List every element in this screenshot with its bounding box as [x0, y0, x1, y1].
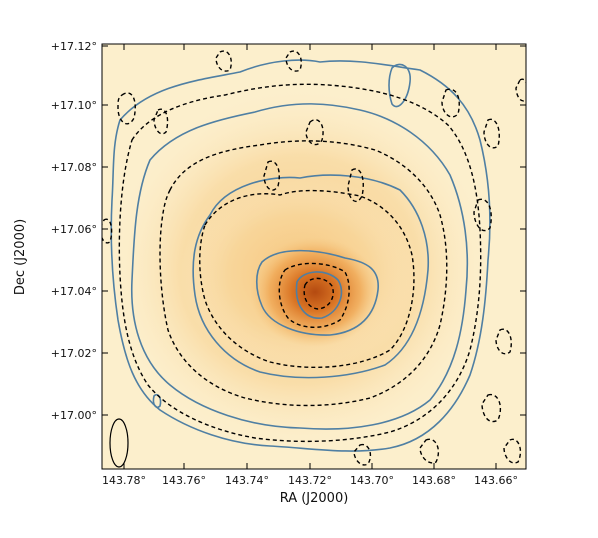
x-tick-label: 143.72° — [288, 474, 332, 487]
dashed-blob-16 — [285, 50, 302, 72]
dashed-contour-mid1 — [199, 189, 415, 369]
dashed-blob-5 — [263, 160, 280, 191]
dashed-blob-10 — [495, 328, 512, 355]
y-tick-label: +17.04° — [51, 285, 97, 298]
dashed-blob-8 — [473, 198, 492, 232]
x-tick-label: 143.76° — [162, 474, 206, 487]
dashed-contour-core — [303, 277, 334, 310]
x-tick-labels: 143.78° 143.76° 143.74° 143.72° 143.70° … — [102, 474, 518, 487]
y-axis-label: Dec (J2000) — [13, 219, 28, 295]
y-tick-label: +17.12° — [51, 40, 97, 53]
dashed-blob-3 — [305, 119, 324, 146]
solid-contour-inner — [255, 249, 379, 336]
dashed-contour-outer — [118, 83, 482, 443]
solid-contour-mid — [192, 174, 430, 379]
x-tick-label: 143.78° — [102, 474, 146, 487]
dashed-blob-17 — [215, 50, 232, 72]
dashed-blob-2 — [153, 108, 169, 135]
x-tick-label: 143.70° — [350, 474, 394, 487]
dashed-blob-11 — [481, 393, 502, 423]
dashed-blob-4 — [347, 168, 364, 202]
dashed-blob-13 — [353, 443, 372, 466]
y-ticks — [102, 45, 526, 416]
y-tick-label: +17.00° — [51, 409, 97, 422]
x-tick-label: 143.74° — [225, 474, 269, 487]
solid-contour-outer — [130, 103, 469, 430]
solid-contour-outermost — [110, 59, 491, 452]
dashed-contours — [102, 50, 526, 466]
y-tick-labels: +17.12° +17.10° +17.08° +17.06° +17.04° … — [51, 40, 97, 422]
solid-contour-blob — [388, 63, 411, 108]
dashed-contour-inner — [278, 262, 350, 328]
plot-frame — [101, 43, 527, 470]
x-tick-label: 143.66° — [474, 474, 518, 487]
dashed-blob-7 — [483, 118, 500, 149]
x-ticks — [123, 44, 497, 469]
dashed-blob-14 — [419, 438, 440, 464]
intensity-map — [102, 44, 526, 469]
y-tick-label: +17.06° — [51, 223, 97, 236]
y-tick-label: +17.02° — [51, 347, 97, 360]
y-tick-label: +17.08° — [51, 161, 97, 174]
y-tick-label: +17.10° — [51, 99, 97, 112]
beam-ellipse — [109, 418, 129, 468]
dashed-blob-1 — [117, 92, 136, 125]
x-axis-label: RA (J2000) — [280, 491, 349, 506]
dashed-blob-12 — [503, 438, 522, 464]
x-tick-label: 143.68° — [412, 474, 456, 487]
solid-contour-core — [295, 271, 343, 319]
dashed-blob-6 — [441, 88, 460, 118]
